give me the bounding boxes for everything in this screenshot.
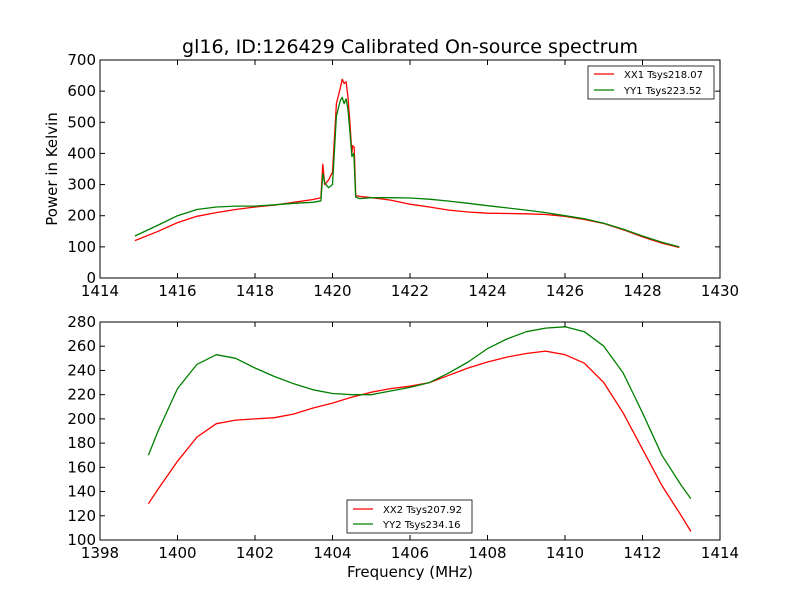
top-legend-box <box>587 65 715 100</box>
x-tick-label: 1426 <box>546 282 584 300</box>
legend-label-xx2: XX2 Tsys207.92 <box>383 505 462 516</box>
y-tick-label: 0 <box>86 269 96 287</box>
x-tick-label: 1428 <box>623 282 661 300</box>
x-tick-label: 1414 <box>81 282 119 300</box>
x-tick-label: 1430 <box>701 282 739 300</box>
chart-title: gl16, ID:126429 Calibrated On-source spe… <box>182 36 638 58</box>
series-line-yy2 <box>147 326 692 500</box>
y-tick-label: 280 <box>67 313 96 331</box>
x-tick-label: 1420 <box>313 282 351 300</box>
x-tick-label: 1404 <box>313 544 351 562</box>
legend-label-yy2: YY2 Tsys234.16 <box>382 520 461 531</box>
x-tick-label: 1402 <box>236 544 274 562</box>
x-tick-label: 1412 <box>623 544 661 562</box>
y-tick-label: 240 <box>67 361 96 379</box>
x-tick-label: 1400 <box>158 544 196 562</box>
bottom-legend-box <box>346 499 473 534</box>
y-tick-label: 400 <box>67 144 96 162</box>
x-tick-label: 1416 <box>158 282 196 300</box>
x-tick-label: 1406 <box>391 544 429 562</box>
x-tick-label: 1414 <box>701 544 739 562</box>
y-tick-label: 600 <box>67 82 96 100</box>
x-axis-label: Frequency (MHz) <box>347 563 473 581</box>
y-tick-label: 700 <box>67 51 96 69</box>
y-tick-label: 500 <box>67 113 96 131</box>
y-tick-label: 200 <box>67 410 96 428</box>
y-tick-label: 260 <box>67 337 96 355</box>
y-tick-label: 200 <box>67 207 96 225</box>
y-tick-label: 180 <box>67 434 96 452</box>
legend-label-xx1: XX1 Tsys218.07 <box>624 70 703 81</box>
bottom-plot-frame <box>99 321 721 541</box>
x-tick-label: 1424 <box>468 282 506 300</box>
top-plot-frame <box>99 59 721 279</box>
y-axis-label: Power in Kelvin <box>43 112 61 226</box>
legend-label-yy1: YY1 Tsys223.52 <box>623 86 702 97</box>
y-tick-label: 100 <box>67 531 96 549</box>
y-tick-label: 160 <box>67 458 96 476</box>
x-tick-label: 1408 <box>468 544 506 562</box>
x-tick-label: 1422 <box>391 282 429 300</box>
y-tick-label: 300 <box>67 176 96 194</box>
x-tick-label: 1398 <box>81 544 119 562</box>
x-tick-label: 1410 <box>546 544 584 562</box>
bottom-legend: XX2 Tsys207.92 YY2 Tsys234.16 <box>346 499 473 534</box>
bottom-spectrum-panel: Frequency (MHz) 1398 1400 1402 1404 1406 1408… <box>67 313 739 581</box>
y-tick-label: 140 <box>67 483 96 501</box>
y-tick-label: 100 <box>67 238 96 256</box>
y-tick-label: 220 <box>67 386 96 404</box>
series-line-yy1 <box>134 96 680 248</box>
y-tick-label: 120 <box>67 507 96 525</box>
x-tick-label: 1418 <box>236 282 274 300</box>
top-legend: XX1 Tsys218.07 YY1 Tsys223.52 <box>587 65 715 100</box>
top-spectrum-panel: gl16, ID:126429 Calibrated On-source spe… <box>43 36 739 300</box>
